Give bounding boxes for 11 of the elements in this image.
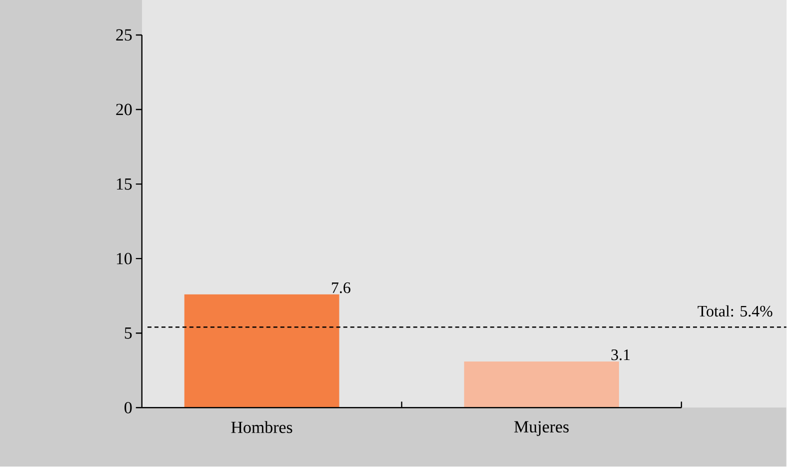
y-tick-label: 25 [116, 29, 132, 41]
y-tick-label: 20 [116, 104, 132, 116]
data-label: 7.6 [332, 282, 350, 294]
y-tick-label: 10 [116, 253, 132, 264]
data-label: 3.1 [611, 350, 630, 360]
y-tick-label: 5 [124, 328, 132, 339]
y-tick-label: 15 [116, 178, 132, 190]
x-tick-label: Hombres [231, 421, 292, 434]
x-tick-label: Mujeres [514, 421, 569, 436]
ref-line-label: Total: 5.4% [698, 306, 772, 317]
y-tick-label: 0 [124, 402, 132, 414]
